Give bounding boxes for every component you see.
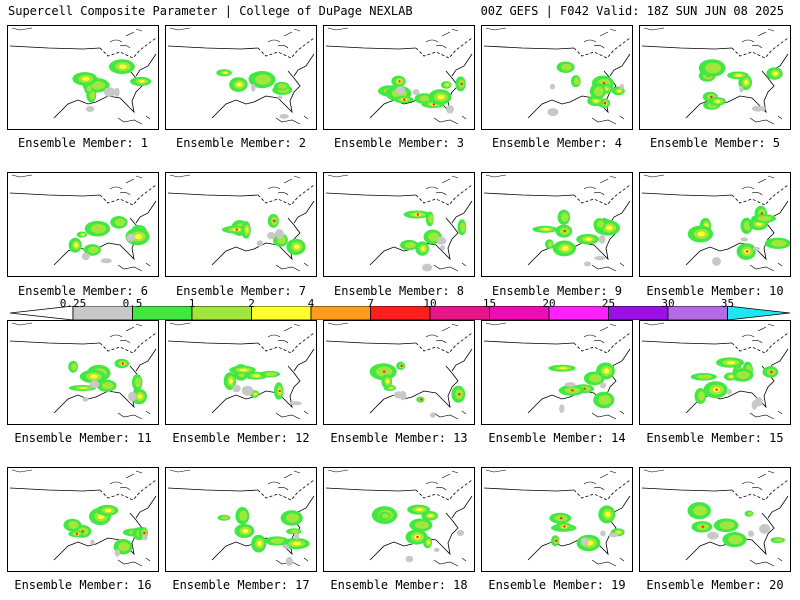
ensemble-member-label: Ensemble Member: 17	[172, 578, 310, 592]
ensemble-member-label: Ensemble Member: 15	[646, 431, 784, 445]
us-map	[167, 469, 315, 567]
us-map	[9, 322, 157, 420]
colorbar-segment	[489, 306, 550, 320]
colorbar-tick-label: 0.5	[122, 297, 143, 310]
ensemble-member-label: Ensemble Member: 5	[649, 136, 781, 150]
ensemble-map-panel	[639, 320, 791, 425]
colorbar-segment	[608, 306, 669, 320]
ensemble-map-panel	[165, 172, 317, 277]
colorbar-segment	[667, 306, 728, 320]
ensemble-map-panel	[323, 172, 475, 277]
chart-title: Supercell Composite Parameter | College …	[8, 4, 413, 18]
colorbar-tick-label: 35	[720, 297, 735, 310]
ensemble-member-label: Ensemble Member: 6	[17, 284, 149, 298]
us-map	[325, 469, 473, 567]
us-map	[9, 27, 157, 125]
colorbar-segment	[429, 306, 490, 320]
ensemble-member-label: Ensemble Member: 13	[330, 431, 468, 445]
us-map	[167, 174, 315, 272]
ensemble-map-panel	[639, 467, 791, 572]
ensemble-map-panel	[323, 320, 475, 425]
us-map	[641, 27, 789, 125]
us-map	[325, 322, 473, 420]
ensemble-member-label: Ensemble Member: 19	[488, 578, 626, 592]
us-map	[641, 469, 789, 567]
ensemble-member-label: Ensemble Member: 16	[14, 578, 152, 592]
us-map	[641, 322, 789, 420]
colorbar-segment	[191, 306, 252, 320]
ensemble-map-panel	[7, 320, 159, 425]
ensemble-map-panel	[481, 467, 633, 572]
us-map	[483, 27, 631, 125]
ensemble-map-panel	[165, 320, 317, 425]
ensemble-member-label: Ensemble Member: 10	[646, 284, 784, 298]
ensemble-member-label: Ensemble Member: 14	[488, 431, 626, 445]
us-map	[9, 174, 157, 272]
run-valid-time: 00Z GEFS | F042 Valid: 18Z SUN JUN 08 20…	[480, 4, 784, 18]
ensemble-map-panel	[323, 25, 475, 130]
ensemble-member-label: Ensemble Member: 12	[172, 431, 310, 445]
colorbar-tick-label: 0.25	[59, 297, 87, 310]
ensemble-map-panel	[639, 25, 791, 130]
ensemble-map-panel	[639, 172, 791, 277]
ensemble-map-panel	[165, 25, 317, 130]
ensemble-map-panel	[323, 467, 475, 572]
ensemble-member-label: Ensemble Member: 8	[333, 284, 465, 298]
colorbar-tick-label: 10	[423, 297, 437, 310]
us-map	[483, 322, 631, 420]
us-map	[167, 27, 315, 125]
colorbar-segment	[370, 306, 431, 320]
colorbar-tick-label: 4	[307, 297, 315, 310]
us-map	[325, 174, 473, 272]
ensemble-member-label: Ensemble Member: 20	[646, 578, 784, 592]
colorbar-tick-label: 25	[601, 297, 616, 310]
colorbar-tick-label: 7	[367, 297, 374, 310]
us-map	[325, 27, 473, 125]
ensemble-member-label: Ensemble Member: 2	[175, 136, 307, 150]
colorbar-tick-label: 20	[542, 297, 556, 310]
ensemble-map-panel	[165, 467, 317, 572]
us-map	[167, 322, 315, 420]
ensemble-map-panel	[481, 172, 633, 277]
colorbar-segment	[310, 306, 371, 320]
us-map	[641, 174, 790, 272]
ensemble-map-panel	[481, 320, 633, 425]
us-map	[483, 469, 631, 567]
ensemble-map-panel	[7, 172, 159, 277]
colorbar-right-arrow	[727, 306, 790, 320]
ensemble-member-label: Ensemble Member: 9	[491, 284, 623, 298]
ensemble-member-label: Ensemble Member: 7	[175, 284, 307, 298]
colorbar-tick-label: 1	[188, 297, 196, 310]
colorbar-tick-label: 30	[661, 297, 675, 310]
ensemble-member-label: Ensemble Member: 18	[330, 578, 468, 592]
ensemble-map-panel	[481, 25, 633, 130]
colorbar-segment	[251, 306, 312, 320]
ensemble-member-label: Ensemble Member: 4	[491, 136, 623, 150]
us-map	[483, 174, 631, 272]
colorbar-segment	[548, 306, 609, 320]
colorbar-tick-label: 15	[482, 297, 497, 310]
ensemble-member-label: Ensemble Member: 3	[333, 136, 465, 150]
ensemble-member-label: Ensemble Member: 1	[17, 136, 149, 150]
ensemble-member-label: Ensemble Member: 11	[14, 431, 152, 445]
color-scale-bar	[10, 306, 790, 320]
colorbar-tick-label: 2	[248, 297, 255, 310]
ensemble-map-panel	[7, 25, 159, 130]
us-map	[9, 469, 157, 567]
ensemble-map-panel	[7, 467, 159, 572]
